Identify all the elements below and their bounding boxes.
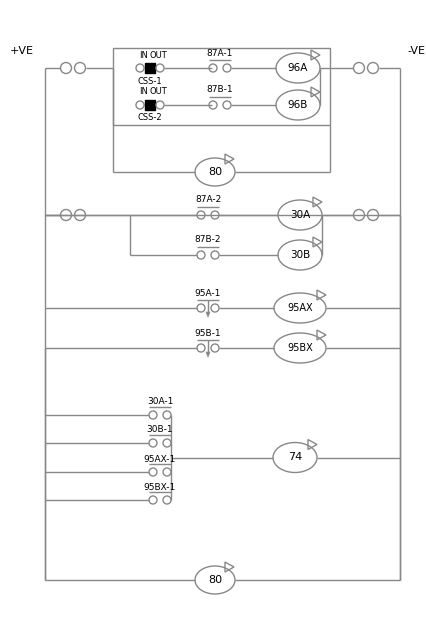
Text: OUT: OUT	[149, 88, 167, 97]
Text: 80: 80	[208, 167, 222, 177]
Polygon shape	[206, 352, 210, 357]
Text: OUT: OUT	[149, 51, 167, 60]
Text: 95B-1: 95B-1	[195, 328, 222, 337]
Text: 96A: 96A	[288, 63, 308, 73]
Text: CSS-1: CSS-1	[138, 77, 162, 86]
Bar	[145, 63, 155, 73]
Text: 87A-2: 87A-2	[195, 195, 221, 205]
Text: 95A-1: 95A-1	[195, 289, 221, 298]
Bar	[113, 48, 330, 125]
Text: IN: IN	[140, 88, 148, 97]
Polygon shape	[206, 312, 210, 317]
Text: 30A: 30A	[290, 210, 310, 220]
Text: CSS-2: CSS-2	[138, 113, 162, 122]
Text: 87B-1: 87B-1	[207, 86, 233, 95]
Text: 30B: 30B	[290, 250, 310, 260]
Bar	[145, 100, 155, 110]
Text: 87B-2: 87B-2	[195, 236, 221, 244]
Text: 30A-1: 30A-1	[147, 397, 173, 406]
Text: +VE: +VE	[10, 46, 34, 56]
Text: 95AX-1: 95AX-1	[144, 454, 176, 463]
Text: 30B-1: 30B-1	[147, 426, 173, 435]
Text: 95BX-1: 95BX-1	[144, 483, 176, 492]
Text: 96B: 96B	[288, 100, 308, 110]
Text: 95AX: 95AX	[287, 303, 313, 313]
Text: 74: 74	[288, 452, 302, 463]
Text: -VE: -VE	[407, 46, 425, 56]
Text: IN: IN	[140, 51, 148, 60]
Text: 87A-1: 87A-1	[207, 49, 233, 58]
Text: 95BX: 95BX	[287, 343, 313, 353]
Text: 80: 80	[208, 575, 222, 585]
